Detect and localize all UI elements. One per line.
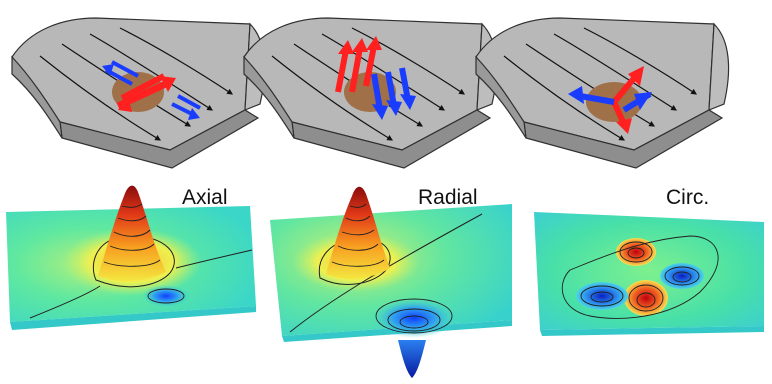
field-line <box>89 33 214 111</box>
plate-right-edge <box>708 22 730 111</box>
surface-radial <box>270 186 512 378</box>
peak-contours <box>103 203 161 267</box>
current-arrows-axial <box>102 60 201 120</box>
lobe-blue-left <box>576 282 628 310</box>
plate-axial <box>11 17 266 169</box>
contour-line <box>175 249 253 269</box>
contour-line <box>29 285 101 319</box>
lobe-contours <box>561 235 719 319</box>
dip-contours <box>375 298 453 334</box>
dip <box>372 298 456 338</box>
peak <box>326 186 390 279</box>
field-line <box>525 43 656 127</box>
lobe-red-bottom <box>624 280 668 316</box>
dip-contour <box>147 288 185 304</box>
peak-contours <box>331 203 385 267</box>
surface-circ <box>534 212 764 336</box>
field-line <box>119 27 233 95</box>
field-line <box>553 33 678 111</box>
field-line <box>583 27 697 95</box>
plate-left-side <box>11 55 63 139</box>
plate-left-side <box>475 55 527 139</box>
lobe-red-top <box>616 238 656 266</box>
field-lines <box>503 27 697 141</box>
current-arrows-radial <box>335 36 416 120</box>
contour-line <box>318 237 391 285</box>
zero-line <box>289 213 483 333</box>
field-line <box>321 33 446 111</box>
dip-spike <box>398 340 426 378</box>
surface-axial <box>6 185 256 330</box>
label-axial: Axial <box>182 186 228 209</box>
plate-radial <box>243 17 498 169</box>
peak <box>98 185 166 281</box>
contour-line <box>92 235 175 288</box>
plate-circ <box>475 17 730 169</box>
surface-front-edge <box>540 326 764 336</box>
field-line <box>503 55 626 141</box>
field-line <box>271 55 394 141</box>
surface-front-edge <box>10 306 256 330</box>
field-line <box>39 55 162 141</box>
dip <box>142 285 190 307</box>
field-line <box>351 27 465 95</box>
label-circ: Circ. <box>666 186 710 209</box>
label-radial: Radial <box>418 186 478 209</box>
current-arrows-circ <box>568 66 652 134</box>
plate-left-side <box>243 55 295 139</box>
dipole-patch <box>344 72 396 112</box>
